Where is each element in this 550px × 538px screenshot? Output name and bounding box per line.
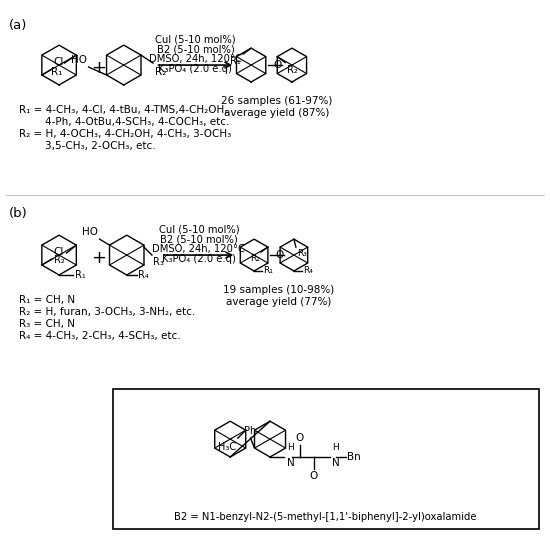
Text: R₁: R₁ [51,67,62,77]
Text: N: N [287,458,295,468]
Text: R₂ = H, furan, 3-OCH₃, 3-NH₂, etc.: R₂ = H, furan, 3-OCH₃, 3-NH₂, etc. [19,307,196,317]
Text: O: O [296,433,304,443]
Text: HO: HO [81,227,97,237]
Text: O: O [276,250,284,260]
Text: average yield (77%): average yield (77%) [226,297,332,307]
Text: 4-Ph, 4-OtBu,4-SCH₃, 4-COCH₃, etc.: 4-Ph, 4-OtBu,4-SCH₃, 4-COCH₃, etc. [19,117,230,127]
Text: R₁ = CH, N: R₁ = CH, N [19,295,75,305]
Text: (b): (b) [9,207,28,221]
Text: R₂: R₂ [287,65,298,75]
Text: R₁: R₁ [230,56,241,66]
Text: R₂: R₂ [250,254,260,263]
Text: average yield (87%): average yield (87%) [224,108,329,118]
Text: R₂ = H, 4-OCH₃, 4-CH₂OH, 4-CH₃, 3-OCH₃: R₂ = H, 4-OCH₃, 4-CH₂OH, 4-CH₃, 3-OCH₃ [19,129,232,139]
Text: O: O [274,60,282,70]
Text: K₃PO₄ (2.0 e.q): K₃PO₄ (2.0 e.q) [162,254,236,264]
Text: R₄ = 4-CH₃, 2-CH₃, 4-SCH₃, etc.: R₄ = 4-CH₃, 2-CH₃, 4-SCH₃, etc. [19,331,181,341]
Text: DMSO, 24h, 120°C: DMSO, 24h, 120°C [152,244,245,254]
Text: 19 samples (10-98%): 19 samples (10-98%) [223,285,334,295]
Text: H₃C: H₃C [218,442,236,452]
Text: O: O [310,471,318,481]
Text: +: + [91,59,106,77]
Text: R₃: R₃ [297,249,307,258]
Text: B2 (5-10 mol%): B2 (5-10 mol%) [160,234,238,244]
Text: R₄: R₄ [303,266,313,275]
Text: R₂: R₂ [155,67,166,77]
Text: N: N [332,458,339,468]
Text: H: H [287,443,294,452]
Text: DMSO, 24h, 120°C: DMSO, 24h, 120°C [149,54,242,64]
Text: Cl: Cl [54,57,64,67]
Text: H: H [332,443,338,452]
Text: 3,5-CH₃, 2-OCH₃, etc.: 3,5-CH₃, 2-OCH₃, etc. [19,140,156,151]
Text: 26 samples (61-97%): 26 samples (61-97%) [221,96,332,106]
Text: R₃ = CH, N: R₃ = CH, N [19,318,75,329]
Text: Bn: Bn [346,452,360,462]
Text: (a): (a) [9,19,28,32]
Text: R₃: R₃ [153,257,164,267]
Text: R₄: R₄ [138,270,148,280]
Text: R₁: R₁ [75,270,86,280]
Text: R₁: R₁ [263,266,273,275]
Text: HO: HO [70,55,87,65]
Text: Cl: Cl [54,247,64,257]
Text: R₂: R₂ [54,255,64,265]
Text: CuI (5-10 mol%): CuI (5-10 mol%) [158,224,239,234]
Text: K₃PO₄ (2.0 e.q): K₃PO₄ (2.0 e.q) [158,64,232,74]
Text: B2 (5-10 mol%): B2 (5-10 mol%) [157,44,234,54]
Text: CuI (5-10 mol%): CuI (5-10 mol%) [155,34,236,44]
Text: R₁ = 4-CH₃, 4-Cl, 4-tBu, 4-TMS,4-CH₂OH,: R₁ = 4-CH₃, 4-Cl, 4-tBu, 4-TMS,4-CH₂OH, [19,105,228,115]
Text: +: + [91,249,106,267]
Text: Ph: Ph [244,426,257,436]
Text: B2 = N1-benzyl-N2-(5-methyl-[1,1'-biphenyl]-2-yl)oxalamide: B2 = N1-benzyl-N2-(5-methyl-[1,1'-biphen… [174,512,477,522]
Bar [113,390,538,529]
